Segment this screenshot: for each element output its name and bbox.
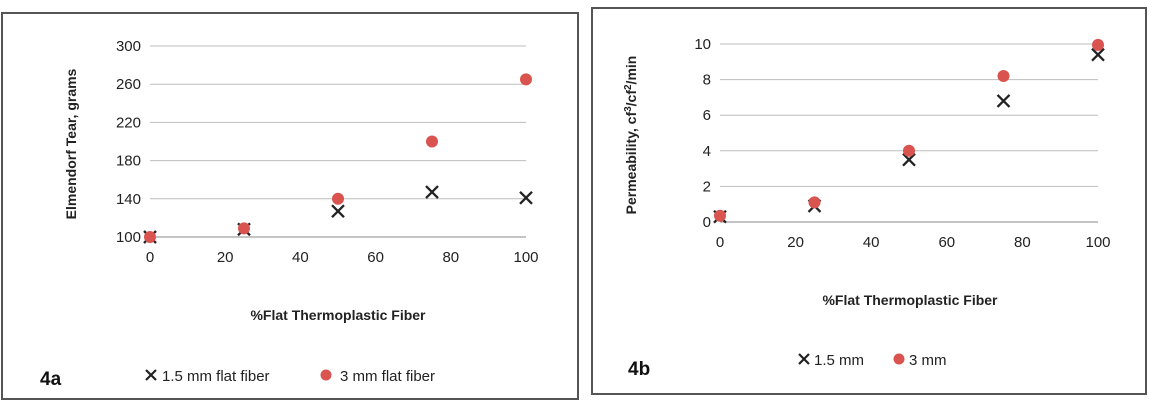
chart-4a-point-s1-1 (238, 222, 250, 235)
chart-4b-point-s1-0 (714, 209, 726, 222)
chart-4a-point-s1-0 (144, 231, 156, 243)
chart-4b-x-tick-60: 60 (938, 234, 955, 251)
chart-4b-x-tick-20: 20 (787, 234, 804, 251)
panel-4a-frame (1, 12, 579, 400)
panel-label-4b: 4b (628, 359, 650, 380)
legend-marker-x-4b (798, 353, 810, 365)
chart-4b-y-tick-8: 8 (703, 72, 711, 89)
chart-4a-y-tick-180: 180 (116, 153, 141, 170)
chart-4a-x-tick-100: 100 (513, 249, 538, 266)
chart-4a-x-tick-60: 60 (367, 249, 384, 266)
legend-marker-x-4a (145, 369, 157, 381)
legend-label-1-5mm-4a: 1.5 mm flat fiber (162, 368, 270, 385)
chart-4b-y-tick-0: 0 (703, 214, 711, 231)
legend-label-1-5mm-4b: 1.5 mm (814, 352, 864, 369)
legend-label-3mm-4b: 3 mm (909, 352, 947, 369)
legend-marker-circle-4b (893, 353, 905, 365)
chart-4a-x-tick-80: 80 (442, 249, 459, 266)
chart-4b-y-tick-10: 10 (694, 36, 711, 53)
chart-4a-y-tick-140: 140 (116, 191, 141, 208)
chart-4a-x-tick-0: 0 (146, 249, 154, 266)
chart-4b-point-s1-1 (808, 196, 821, 209)
chart-4b-x-tick-0: 0 (716, 234, 724, 251)
y-axis-title-4a: Elmendorf Tear, grams (63, 68, 79, 219)
chart-4a-x-tick-40: 40 (292, 249, 309, 266)
chart-4a-point-s1-2 (332, 192, 344, 205)
chart-4a-y-tick-100: 100 (116, 229, 141, 246)
legend-4a: 1.5 mm flat fiber 3 mm flat fiber (145, 368, 435, 385)
chart-4a-y-tick-260: 260 (116, 76, 141, 93)
chart-4b-x-tick-80: 80 (1014, 234, 1031, 251)
chart-4a-point-s0-4 (519, 191, 533, 205)
chart-4b-point-s1-2 (903, 144, 915, 157)
panel-4b-frame (591, 7, 1147, 395)
chart-4b-point-s0-2 (902, 152, 916, 167)
chart-4b-x-tick-100: 100 (1085, 234, 1110, 251)
y-axis-title-4b: Permeability, cf3/cf2/min (623, 56, 640, 215)
x-axis-title-4a: %Flat Thermoplastic Fiber (250, 307, 426, 323)
chart-4b-point-s0-4 (1091, 47, 1105, 62)
chart-4b-y-tick-2: 2 (703, 178, 711, 195)
x-axis-title-4b: %Flat Thermoplastic Fiber (822, 292, 998, 308)
panel-label-4a: 4a (40, 369, 62, 390)
legend-4b: 1.5 mm 3 mm (798, 352, 947, 369)
legend-label-3mm-4a: 3 mm flat fiber (340, 368, 435, 385)
chart-4a-y-tick-300: 300 (116, 38, 141, 55)
chart-4a-point-s1-4 (520, 73, 532, 86)
chart-4a-point-s0-3 (425, 185, 439, 199)
chart-4b-point-s1-3 (997, 70, 1010, 83)
chart-4b-x-tick-40: 40 (863, 234, 880, 251)
chart-4a: 100 140 180 220 260 300 0 20 40 60 80 100 (116, 38, 539, 266)
chart-4a-y-tick-220: 220 (116, 114, 141, 131)
legend-marker-circle-4a (320, 369, 332, 381)
chart-4a-point-s1-3 (426, 135, 438, 148)
chart-4a-point-s0-2 (331, 204, 345, 219)
chart-4b-point-s0-3 (996, 94, 1011, 108)
chart-4a-x-tick-20: 20 (217, 249, 234, 266)
chart-4b-y-tick-6: 6 (703, 107, 711, 124)
chart-4b-y-tick-4: 4 (703, 143, 711, 160)
chart-4b-point-s1-4 (1092, 38, 1104, 51)
